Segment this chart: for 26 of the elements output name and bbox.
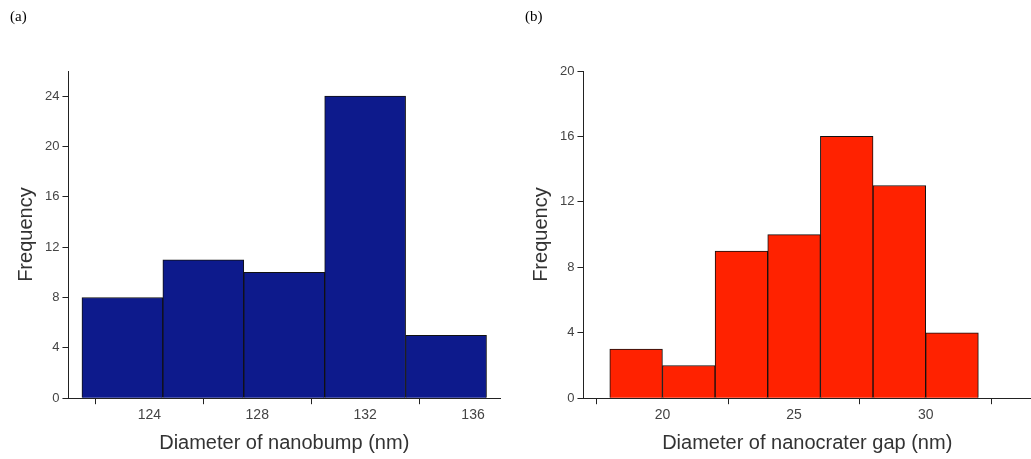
- x-tick-label: 30: [917, 406, 934, 423]
- y-tick-label: 4: [52, 339, 60, 355]
- x-tick-label: 20: [654, 406, 671, 423]
- y-tick-label: 24: [44, 87, 60, 103]
- x-tick-label: 25: [786, 406, 803, 423]
- y-tick-label: 12: [44, 238, 60, 254]
- x-tick-label: 128: [245, 406, 270, 423]
- y-axis-title: Frequency: [13, 187, 36, 282]
- y-tick-label: 16: [559, 128, 575, 144]
- x-tick-label: 136: [461, 406, 485, 423]
- y-tick-label: 8: [567, 258, 575, 274]
- x-tick-label: 132: [353, 406, 378, 423]
- y-tick-label: 20: [559, 62, 575, 78]
- y-tick-label: 12: [559, 193, 575, 209]
- x-tick-label: 124: [137, 406, 162, 423]
- y-tick-label: 20: [44, 138, 60, 154]
- y-tick-label: 16: [44, 188, 60, 204]
- y-tick-label: 4: [567, 324, 575, 340]
- x-axis-title: Diameter of nanobump (nm): [159, 430, 410, 453]
- y-axis-title: Frequency: [528, 187, 551, 282]
- y-tick-label: 8: [52, 289, 60, 305]
- y-tick-label: 0: [567, 389, 575, 405]
- y-tick-label: 0: [52, 389, 60, 405]
- chart-title: (a): [10, 7, 27, 25]
- x-axis-title: Diameter of nanocrater gap (nm): [662, 430, 953, 453]
- chart-title: (b): [525, 7, 543, 25]
